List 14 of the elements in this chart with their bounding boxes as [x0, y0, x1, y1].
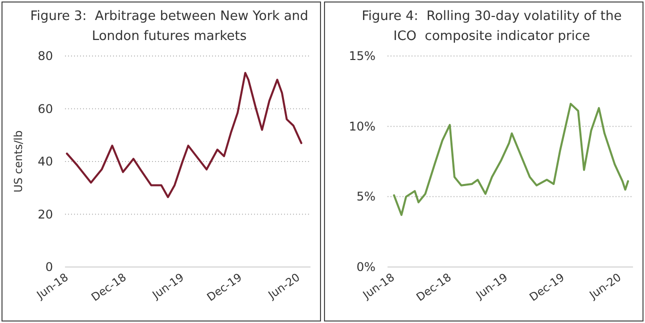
chart-title: Figure 3: Arbitrage between New York and London futures markets [30, 9, 308, 44]
y-tick-label: 0% [356, 260, 376, 274]
y-tick-label: 10% [348, 119, 376, 134]
y-tick-label: 80 [38, 49, 53, 63]
y-tick-label: 60 [38, 102, 53, 116]
chart-title: Figure 4: Rolling 30-day volatility of the ICO composite indicator price [362, 9, 622, 44]
line-series [393, 102, 630, 216]
y-tick-label: 5% [356, 190, 376, 204]
y-tick-label: 15% [348, 49, 376, 63]
y-tick-label: 20 [38, 207, 53, 222]
y-tick-label: 40 [38, 154, 53, 168]
y-axis-title: US cents/lb [12, 130, 25, 193]
y-tick-label: 0 [45, 260, 53, 274]
line-series [66, 72, 302, 198]
